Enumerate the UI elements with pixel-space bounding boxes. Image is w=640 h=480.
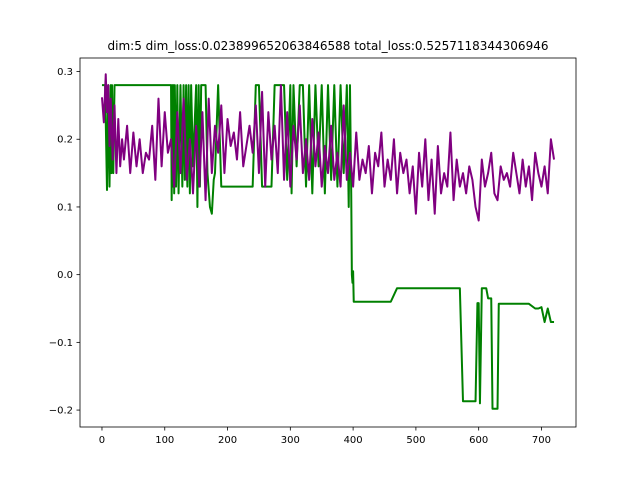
y-tick-label: 0.3 [57,67,73,78]
x-tick-label: 100 [155,435,174,446]
x-tick-label: 300 [281,435,300,446]
y-tick-label: 0.1 [57,202,73,213]
series-line-2 [100,73,556,222]
y-tick-label: 0.0 [57,270,73,281]
chart-title: dim:5 dim_loss:0.023899652063846588 tota… [108,39,549,53]
plot-frame [79,57,577,428]
y-axis: −0.2 −0.1 0.0 0.1 0.2 0.3 [49,67,80,417]
y-tick-label: −0.2 [49,406,73,417]
x-tick-label: 0 [99,435,105,446]
x-tick-label: 600 [469,435,488,446]
plot-area [100,73,556,410]
x-tick-label: 400 [344,435,363,446]
x-tick-label: 700 [532,435,551,446]
x-tick-label: 200 [218,435,237,446]
y-tick-label: 0.2 [57,135,73,146]
x-axis: 0 100 200 300 400 500 600 700 [99,427,551,446]
series-line-1 [101,84,555,410]
x-tick-label: 500 [406,435,425,446]
y-tick-label: −0.1 [49,338,73,349]
